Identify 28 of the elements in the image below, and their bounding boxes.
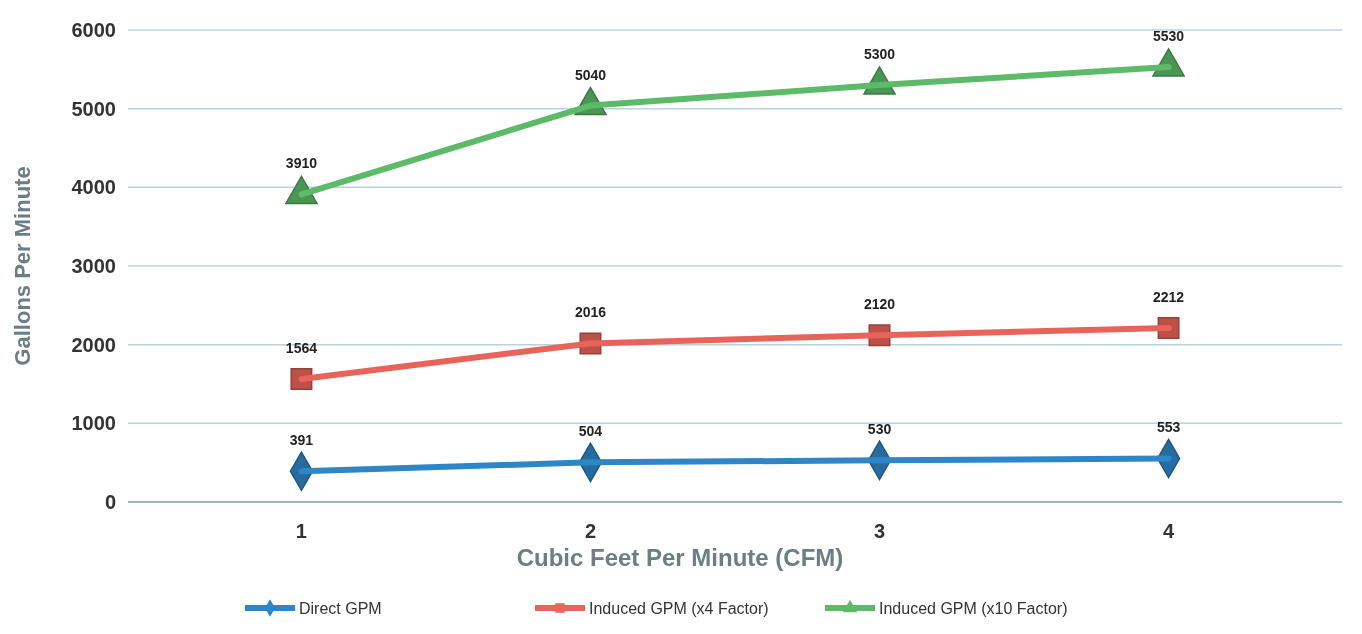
data-label: 2016: [574, 304, 607, 321]
data-label: 3910: [285, 155, 318, 172]
legend-label: Direct GPM: [299, 599, 382, 617]
data-label: 2120: [863, 296, 896, 313]
y-tick-label: 5000: [71, 97, 116, 120]
y-tick-label: 3000: [71, 255, 116, 277]
data-label: 391: [289, 432, 314, 449]
data-label: 2212: [1152, 288, 1185, 305]
y-tick-label: 6000: [71, 19, 116, 41]
data-label: 5530: [1152, 27, 1185, 44]
data-label: 5300: [863, 46, 896, 63]
x-tick-label: 3: [873, 520, 886, 542]
y-tick-label: 4000: [71, 176, 116, 199]
y-tick-label: 1000: [71, 412, 116, 435]
y-tick-label: 2000: [71, 333, 116, 356]
data-label: 1564: [285, 339, 318, 356]
data-label: 553: [1156, 419, 1181, 436]
x-tick-label: 1: [295, 520, 307, 542]
x-tick-label: 4: [1163, 520, 1176, 542]
y-axis-title: Gallons Per Minute: [10, 166, 35, 366]
legend-label: Induced GPM (x10 Factor): [879, 599, 1068, 617]
legend-label: Induced GPM (x4 Factor): [589, 599, 769, 617]
y-tick-label: 0: [104, 491, 116, 513]
data-label: 5040: [574, 66, 607, 83]
data-label: 504: [578, 423, 603, 440]
x-axis-title: Cubic Feet Per Minute (CFM): [516, 544, 844, 571]
data-label: 530: [867, 421, 892, 438]
x-tick-label: 2: [584, 520, 597, 542]
